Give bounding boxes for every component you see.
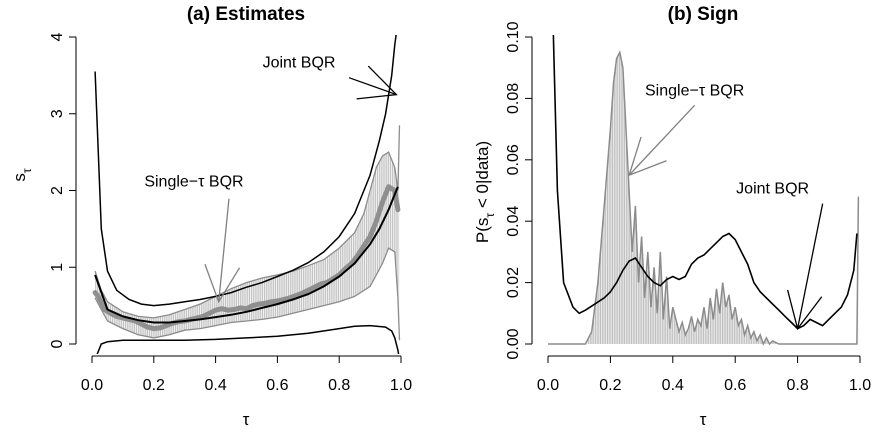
annotations: Single−τ BQR Joint BQR bbox=[628, 82, 824, 331]
annotation-label: Single−τ BQR bbox=[144, 174, 243, 191]
y-axis-ticks: 0 1 2 3 4 bbox=[49, 32, 76, 348]
joint-upper-band bbox=[94, 35, 397, 307]
chart-title: (b) Sign bbox=[668, 4, 739, 25]
annotation-arrow bbox=[628, 104, 696, 176]
x-tick-label: 0.8 bbox=[786, 377, 808, 394]
annotation-label: Joint BQR bbox=[736, 181, 809, 198]
y-axis-label-main: P(s bbox=[473, 218, 492, 244]
y-tick-label: 0.04 bbox=[505, 206, 522, 237]
y-tick-label: 1 bbox=[49, 263, 66, 272]
annotation-arrow bbox=[218, 198, 230, 302]
annotation-arrowhead bbox=[628, 136, 667, 177]
y-axis-label: sτ bbox=[10, 168, 34, 182]
x-tick-label: 0.4 bbox=[204, 377, 226, 394]
x-axis-label: τ bbox=[243, 410, 250, 429]
y-tick-label: 0.06 bbox=[505, 144, 522, 175]
y-tick-label: 0.08 bbox=[505, 83, 522, 114]
y-axis-label-subscript: τ bbox=[483, 213, 497, 218]
y-axis-label: P(sτ < 0|data) bbox=[473, 141, 497, 243]
panel-estimates: (a) Estimates 0 1 2 3 4 0.0 0.2 0.4 0.6 0.8 1.0 s… bbox=[10, 4, 412, 429]
y-tick-label: 0.02 bbox=[505, 267, 522, 298]
y-tick-label: 0.00 bbox=[505, 328, 522, 359]
y-axis-label-tail: < 0|data) bbox=[473, 141, 492, 213]
x-tick-label: 0.6 bbox=[724, 377, 746, 394]
joint-line bbox=[552, 35, 858, 330]
single-tau-line bbox=[548, 50, 860, 346]
annotation-label: Joint BQR bbox=[263, 55, 336, 72]
annotation-arrow bbox=[348, 77, 397, 96]
x-tick-label: 0.4 bbox=[662, 377, 684, 394]
panel-sign: (b) Sign 0.00 0.02 0.04 0.06 0.08 0.10 0.0 0.2… bbox=[473, 4, 871, 429]
x-tick-label: 1.0 bbox=[849, 377, 871, 394]
y-tick-label: 0 bbox=[49, 339, 66, 348]
x-tick-label: 0.8 bbox=[328, 377, 350, 394]
chart-title: (a) Estimates bbox=[187, 4, 305, 25]
y-tick-label: 0.10 bbox=[505, 21, 522, 52]
annotation-label: Single−τ BQR bbox=[645, 82, 744, 99]
annotations: Joint BQR Single−τ BQR bbox=[144, 55, 398, 304]
x-tick-label: 0.0 bbox=[537, 377, 559, 394]
plot-area bbox=[92, 35, 401, 354]
y-axis-label-subscript: τ bbox=[20, 168, 34, 173]
x-axis-ticks: 0.0 0.2 0.4 0.6 0.8 1.0 bbox=[81, 356, 412, 394]
single-tau-upper-band bbox=[94, 125, 401, 319]
x-axis-label: τ bbox=[700, 410, 707, 429]
plot-area bbox=[548, 35, 860, 346]
y-tick-label: 4 bbox=[49, 32, 66, 41]
single-tau-area-hatching bbox=[588, 52, 778, 344]
y-axis-ticks: 0.00 0.02 0.04 0.06 0.08 0.10 bbox=[505, 21, 532, 360]
x-tick-label: 0.0 bbox=[81, 377, 103, 394]
joint-lower-band bbox=[96, 324, 400, 354]
x-tick-label: 0.2 bbox=[143, 377, 165, 394]
single-tau-mean-line bbox=[92, 184, 401, 332]
x-axis-ticks: 0.0 0.2 0.4 0.6 0.8 1.0 bbox=[537, 356, 871, 394]
annotation-arrowhead bbox=[204, 263, 241, 304]
annotation-arrowhead bbox=[786, 289, 823, 331]
x-tick-label: 1.0 bbox=[390, 377, 412, 394]
annotation-arrowhead bbox=[356, 65, 398, 100]
joint-mean-line bbox=[94, 186, 399, 324]
y-tick-label: 2 bbox=[49, 186, 66, 195]
y-axis-label-main: s bbox=[10, 173, 29, 182]
y-tick-label: 3 bbox=[49, 109, 66, 118]
annotation-arrow bbox=[796, 203, 824, 329]
x-tick-label: 0.6 bbox=[266, 377, 288, 394]
single-tau-lower-band bbox=[94, 247, 401, 341]
x-tick-label: 0.2 bbox=[599, 377, 621, 394]
